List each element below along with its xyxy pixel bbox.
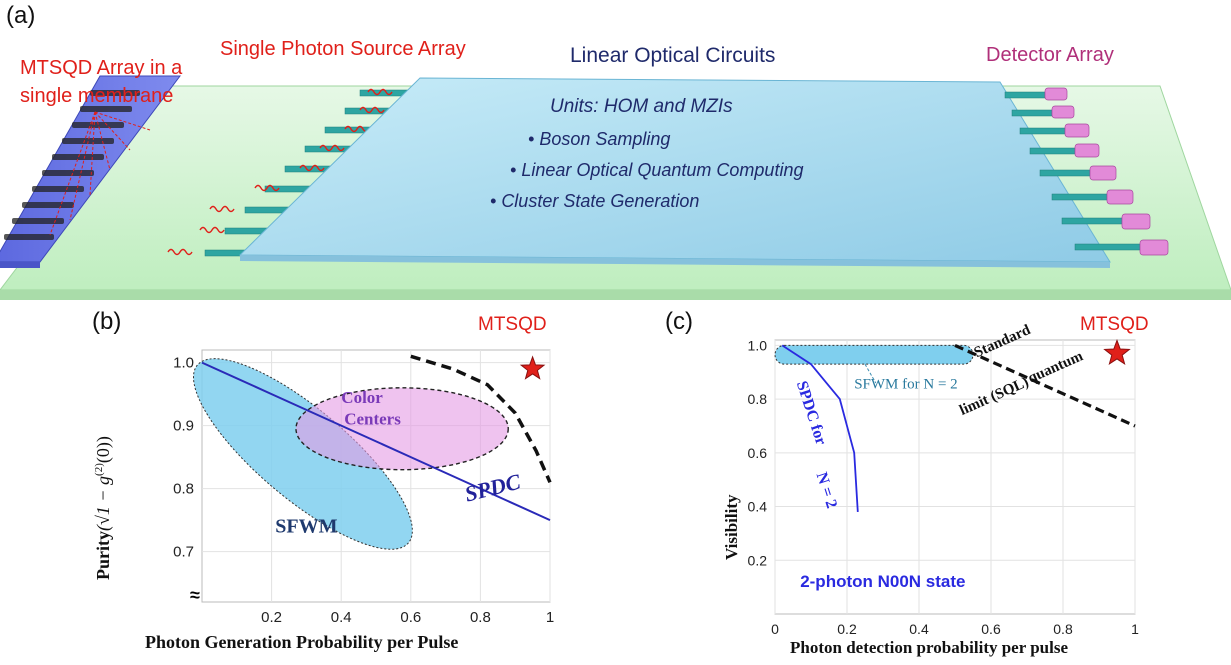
x-tick-label: 0.2 bbox=[261, 609, 282, 626]
photon-wiggles bbox=[167, 88, 393, 256]
mtsqd-star-marker bbox=[1103, 338, 1131, 366]
ylabel-sup: (2) bbox=[93, 463, 105, 476]
panel-c-label: (c) bbox=[665, 308, 693, 335]
bullet-cluster-state: • Cluster State Generation bbox=[490, 191, 700, 211]
y-tick-label: 1.0 bbox=[748, 337, 768, 353]
y-tick-label: 1.0 bbox=[173, 355, 194, 372]
y-tick-label: 0.4 bbox=[748, 499, 768, 515]
sql-curve bbox=[954, 343, 1136, 428]
y-tick-label: 0.9 bbox=[173, 418, 194, 435]
color-centers-region bbox=[295, 387, 509, 471]
x-tick-label: 1 bbox=[546, 609, 554, 626]
spdc-line bbox=[201, 361, 551, 522]
panel-b-label: (b) bbox=[92, 308, 122, 335]
plot-frame bbox=[774, 339, 1136, 615]
x-tick-label: 0.6 bbox=[400, 609, 421, 626]
panel-a-label: (a) bbox=[6, 2, 36, 29]
mtsqd-array-label: MTSQD Array in a single membrane bbox=[20, 54, 182, 110]
mtsqd-array-label-line1: MTSQD Array in a bbox=[20, 57, 183, 79]
panel-c-xlabel: Photon detection probability per pulse bbox=[790, 638, 1069, 657]
linear-optical-circuits-label: Linear Optical Circuits bbox=[570, 44, 776, 67]
panel-c-ylabel: Visibility bbox=[722, 494, 741, 561]
mtsqd-array-label-line2: single membrane bbox=[20, 85, 174, 107]
y-tick-label: 0.8 bbox=[173, 481, 194, 498]
circuit-units-text: Units: HOM and MZIs bbox=[540, 96, 733, 118]
ylabel-purity: Purity bbox=[93, 531, 113, 580]
x-tick-label: 0.8 bbox=[470, 609, 491, 626]
x-tick-label: 0.2 bbox=[837, 621, 857, 637]
panel-b-mtsqd-label: MTSQD bbox=[478, 314, 547, 335]
panel-b-xlabel: Photon Generation Probability per Pulse bbox=[145, 632, 459, 652]
ylabel-formula: (√1 − g bbox=[93, 475, 113, 531]
x-tick-label: 0.4 bbox=[331, 609, 352, 626]
detector-array bbox=[1044, 87, 1169, 256]
bullet-loqc: • Linear Optical Quantum Computing bbox=[510, 160, 804, 180]
x-tick-label: 0 bbox=[771, 621, 779, 637]
y-tick-label: 0.8 bbox=[748, 391, 768, 407]
quantum-dot-pattern bbox=[4, 90, 140, 240]
panel-c-mtsqd-label: MTSQD bbox=[1080, 314, 1149, 335]
spdc-curve bbox=[781, 344, 859, 512]
bullet-text-2: Linear Optical Quantum Computing bbox=[521, 160, 804, 180]
y-tick-label: 0.2 bbox=[748, 552, 768, 568]
sfwm-label: SFWM bbox=[275, 516, 337, 538]
x-tick-label: 0.8 bbox=[1053, 621, 1073, 637]
x-tick-label: 1 bbox=[1131, 621, 1139, 637]
purity-chart: 0.2 0.4 0.6 0.8 1 1.0 0.9 0.8 0.7 Color Centers SFW… bbox=[173, 349, 554, 626]
panel-b-ylabel: Purity(√1 − g(2)(0)) bbox=[93, 360, 114, 580]
bullet-text-1: Boson Sampling bbox=[539, 129, 671, 149]
mtsqd-star-marker bbox=[519, 355, 546, 380]
sfwm-region bbox=[774, 344, 974, 365]
bullet-text-3: Cluster State Generation bbox=[501, 191, 700, 211]
units-title: Units: HOM and MZIs bbox=[550, 96, 733, 117]
fundamental-bound-curve bbox=[410, 354, 552, 484]
x-tick-label: 0.6 bbox=[981, 621, 1001, 637]
sfwm-label: SFWM for N = 2 bbox=[854, 376, 957, 392]
detector-array-label: Detector Array bbox=[986, 44, 1114, 66]
color-centers-label-2: Centers bbox=[344, 409, 401, 428]
photonic-chip-illustration bbox=[0, 75, 1231, 300]
single-photon-source-label: Single Photon Source Array bbox=[220, 38, 466, 60]
mtsqd-pointer-lines bbox=[49, 111, 151, 236]
bullet-boson-sampling: • Boson Sampling bbox=[528, 129, 671, 149]
axis-break-mark: ≈ bbox=[190, 585, 200, 605]
y-tick-label: 0.7 bbox=[173, 544, 194, 561]
sfwm-pointer bbox=[864, 363, 877, 384]
noon-state-label: 2-photon N00N state bbox=[800, 572, 965, 591]
color-centers-label: Color bbox=[341, 388, 383, 407]
detector-waveguides bbox=[1004, 91, 1141, 251]
ylabel-end: (0)) bbox=[93, 436, 113, 464]
visibility-chart: 0 0.2 0.4 0.6 0.8 1 1.0 0.8 0.6 0.4 0.2 SFWM for N … bbox=[748, 322, 1140, 637]
x-tick-label: 0.4 bbox=[909, 621, 929, 637]
y-tick-label: 0.6 bbox=[748, 445, 768, 461]
sfwm-region bbox=[192, 358, 413, 550]
